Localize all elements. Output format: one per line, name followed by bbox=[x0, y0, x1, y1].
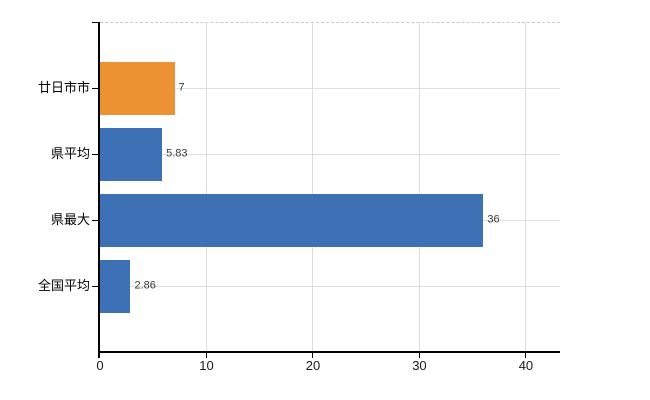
x-axis-tick-20 bbox=[312, 353, 314, 358]
x-axis-tick-40 bbox=[525, 353, 527, 358]
x-tick-label-30: 30 bbox=[412, 358, 427, 373]
y-axis-tick-1 bbox=[92, 153, 99, 155]
y-axis-tick-3 bbox=[92, 285, 99, 287]
grid-line-x-30 bbox=[418, 22, 420, 352]
grid-line-y-3 bbox=[100, 285, 560, 287]
x-tick-label-10: 10 bbox=[199, 358, 214, 373]
x-axis-line bbox=[99, 351, 560, 353]
x-axis-tick-10 bbox=[205, 353, 207, 358]
bar-県平均 bbox=[100, 127, 163, 181]
category-label-廿日市市: 廿日市市 bbox=[37, 79, 90, 95]
x-tick-label-0: 0 bbox=[96, 358, 104, 373]
value-label-全国平均: 2.86 bbox=[134, 279, 156, 292]
bar-廿日市市 bbox=[100, 61, 175, 115]
x-tick-label-40: 40 bbox=[518, 358, 534, 373]
value-label-県平均: 5.83 bbox=[166, 147, 188, 160]
bar-県最大 bbox=[100, 193, 484, 247]
category-label-県最大: 県最大 bbox=[50, 211, 90, 227]
y-axis-line bbox=[98, 22, 100, 358]
plot-top-border bbox=[100, 22, 560, 23]
x-tick-label-20: 20 bbox=[305, 358, 321, 373]
category-label-県平均: 県平均 bbox=[50, 145, 90, 161]
bar-全国平均 bbox=[100, 259, 131, 313]
grid-line-x-40 bbox=[525, 22, 527, 352]
value-label-県最大: 36 bbox=[487, 213, 500, 226]
y-axis-tick-0 bbox=[92, 87, 99, 89]
plot-area: 7 5.83 36 2.86 bbox=[100, 22, 560, 352]
grid-line-x-10 bbox=[205, 22, 207, 352]
value-label-廿日市市: 7 bbox=[178, 81, 185, 94]
grid-line-y-1 bbox=[100, 153, 560, 155]
y-axis-tick-2 bbox=[92, 219, 99, 221]
grid-line-y-0 bbox=[100, 87, 560, 89]
grid-line-x-20 bbox=[312, 22, 314, 352]
x-axis-tick-30 bbox=[418, 353, 420, 358]
y-axis-top-tick bbox=[92, 22, 99, 23]
category-label-全国平均: 全国平均 bbox=[37, 277, 90, 293]
